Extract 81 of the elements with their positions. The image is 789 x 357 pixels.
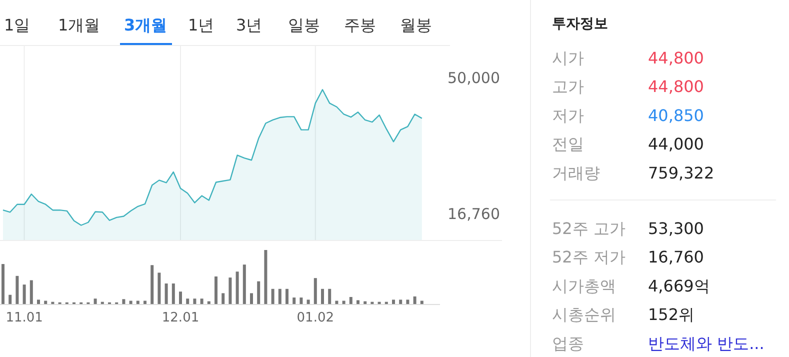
bar [222, 293, 225, 304]
text: 투자정보 [552, 16, 608, 32]
text: 44,000 [648, 134, 704, 154]
bar [158, 272, 161, 304]
text: 전일 [552, 134, 584, 154]
bar [144, 300, 146, 304]
bar [214, 276, 218, 304]
bar [257, 281, 260, 304]
bar [172, 283, 175, 304]
bar [286, 288, 288, 304]
text: 3개월 [124, 16, 168, 34]
bar [22, 284, 26, 304]
bar [236, 272, 239, 304]
text: 1년 [188, 16, 214, 34]
bar [420, 300, 424, 304]
x-tick-label: 11.01 [6, 310, 43, 326]
x-tick-label: 12.01 [162, 310, 200, 326]
bar [2, 264, 4, 304]
bar [399, 300, 402, 304]
bar [164, 283, 168, 304]
bar [278, 288, 282, 304]
text: 152위 [648, 305, 695, 324]
bar [264, 250, 268, 304]
bar [8, 294, 12, 304]
bar [406, 300, 410, 304]
bar [186, 298, 190, 304]
bar [392, 300, 395, 304]
bar [200, 298, 204, 304]
bar [179, 292, 182, 304]
bar [364, 301, 367, 304]
text: 44,800 [648, 77, 704, 96]
bar [242, 264, 246, 304]
bar [413, 296, 416, 304]
text: 시총순위 [552, 305, 616, 324]
text: 16,760 [648, 248, 704, 267]
text: 반도체와 반도... [648, 334, 764, 353]
text: 거래량 [552, 163, 600, 182]
bar [122, 299, 126, 304]
bar [321, 288, 324, 304]
bar [129, 300, 132, 304]
text: 44,800 [648, 48, 704, 68]
bar [44, 300, 48, 304]
bar [335, 300, 338, 304]
bar [150, 265, 154, 304]
bar [349, 296, 352, 304]
bar [193, 298, 196, 304]
text: 일봉 [288, 16, 320, 34]
bar [37, 300, 40, 304]
x-tick-label: 01.02 [296, 310, 334, 326]
bar [356, 300, 360, 304]
text: 1일 [4, 16, 30, 34]
bar [306, 300, 310, 304]
bar [314, 278, 317, 304]
text: 4,669억 [648, 276, 710, 296]
bar [271, 288, 274, 304]
text: 업종 [552, 334, 584, 353]
text: 53,300 [648, 219, 704, 238]
text: 시가총액 [552, 276, 616, 296]
text: 759,322 [648, 163, 714, 182]
text: 52주 저가 [552, 248, 626, 267]
bar [228, 278, 232, 304]
text: 시가 [552, 48, 584, 68]
bar [342, 300, 346, 304]
bar [136, 300, 140, 304]
text: 고가 [552, 77, 584, 96]
text: 52주 고가 [552, 219, 626, 238]
text: 주봉 [344, 16, 376, 34]
bar [250, 293, 253, 304]
bar [94, 298, 97, 304]
text: 40,850 [648, 106, 704, 125]
bar [292, 298, 296, 304]
bar [328, 288, 332, 304]
text: 3년 [236, 16, 262, 34]
bar [30, 280, 33, 304]
text: 저가 [552, 106, 584, 125]
bar [207, 301, 210, 304]
bar [16, 276, 19, 304]
text: 월봉 [400, 16, 432, 34]
y-tick-label: 50,000 [448, 68, 500, 87]
text: 1개월 [58, 16, 100, 34]
bar [300, 298, 303, 304]
